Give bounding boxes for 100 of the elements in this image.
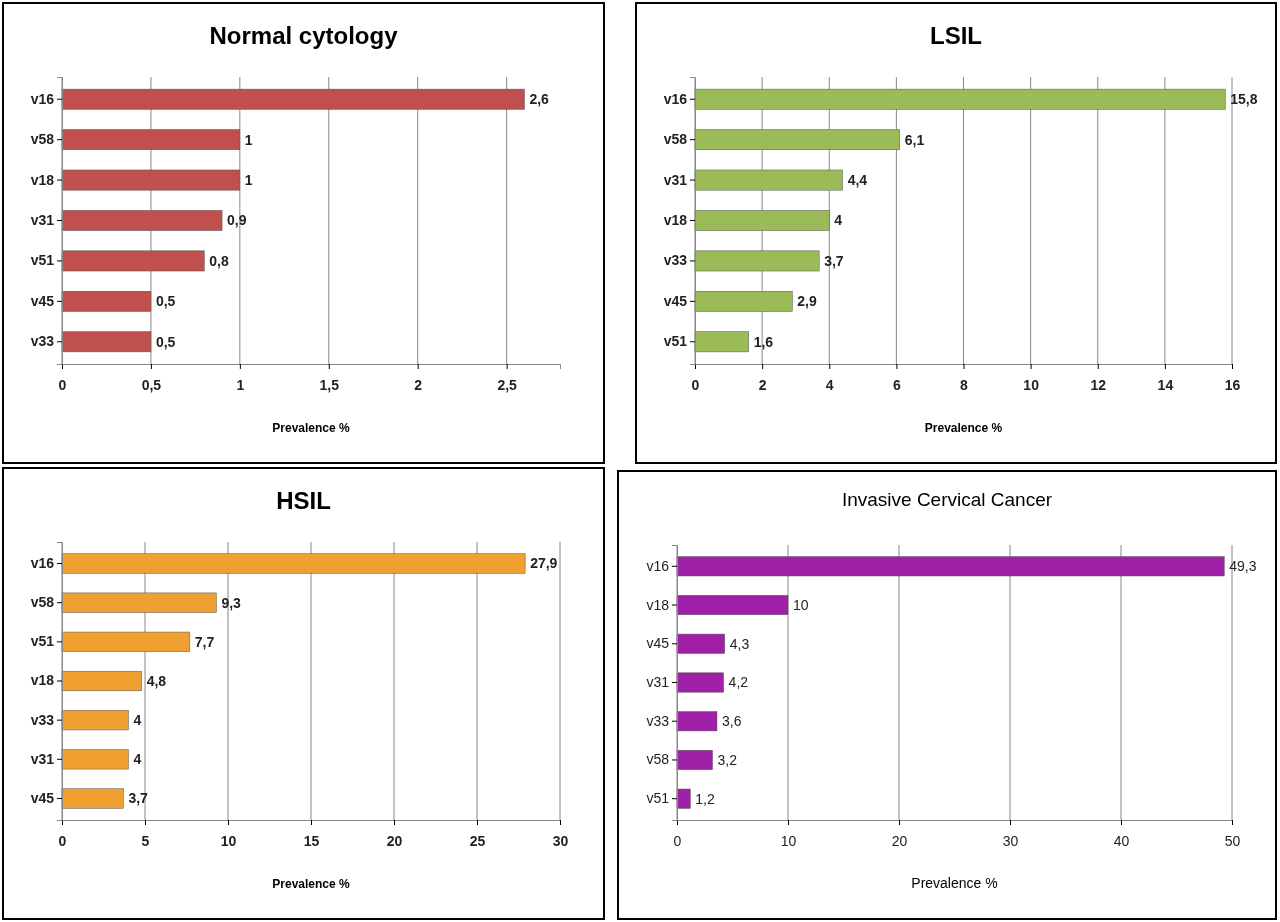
- bar: [61, 250, 205, 272]
- chart-title: Invasive Cervical Cancer: [841, 489, 1053, 510]
- bar: [61, 129, 241, 151]
- y-tick-label: v45: [663, 292, 688, 309]
- bar: [676, 595, 789, 615]
- bar: [61, 631, 191, 652]
- x-tick-label: 1: [236, 377, 245, 394]
- x-tick-label: 5: [141, 833, 150, 850]
- data-label: 1,6: [753, 333, 774, 350]
- y-tick-label: v58: [30, 594, 55, 611]
- y-tick-label: v31: [30, 211, 55, 228]
- bar: [61, 749, 129, 770]
- x-tick-label: 40: [1113, 833, 1130, 850]
- y-tick-label: v18: [30, 171, 55, 188]
- data-label: 10: [793, 596, 809, 613]
- data-label: 1: [244, 171, 253, 188]
- bar: [676, 750, 713, 770]
- bar: [676, 633, 725, 654]
- y-tick-label: v51: [663, 333, 688, 350]
- bar: [676, 672, 724, 693]
- bar: [61, 169, 241, 191]
- bar: [694, 250, 820, 272]
- bar: [61, 331, 152, 353]
- bar: [676, 556, 1225, 577]
- data-label: 4,8: [146, 672, 167, 689]
- x-tick-label: 1,5: [319, 377, 340, 394]
- bar: [61, 788, 124, 809]
- bar: [694, 290, 793, 312]
- y-tick-label: v45: [30, 292, 55, 309]
- x-tick-label: 6: [892, 377, 901, 394]
- y-tick-label: v16: [663, 90, 688, 107]
- data-label: 1: [244, 131, 253, 148]
- chart-title: Normal cytology: [209, 22, 399, 49]
- x-tick-label: 10: [1023, 377, 1040, 394]
- y-tick-label: v33: [646, 712, 670, 729]
- bar: [61, 88, 525, 110]
- y-tick-label: v45: [30, 789, 55, 806]
- x-tick-label: 2,5: [497, 377, 518, 394]
- x-tick-label: 16: [1224, 377, 1241, 394]
- x-tick-label: 8: [960, 377, 969, 394]
- data-label: 4: [834, 212, 843, 229]
- y-tick-label: v31: [663, 171, 688, 188]
- data-label: 9,3: [221, 594, 242, 611]
- bar: [694, 88, 1226, 110]
- x-tick-label: 2: [758, 377, 767, 394]
- x-tick-label: 12: [1090, 377, 1107, 394]
- x-axis-title: Prevalence %: [924, 421, 1003, 435]
- x-tick-label: 30: [1002, 833, 1019, 850]
- data-label: 3,6: [721, 713, 742, 730]
- x-tick-label: 30: [552, 833, 569, 850]
- x-tick-label: 14: [1157, 377, 1174, 394]
- bar: [61, 290, 152, 312]
- y-tick-label: v18: [30, 672, 55, 689]
- data-label: 3,7: [128, 790, 149, 807]
- y-tick-label: v51: [646, 790, 670, 807]
- y-tick-label: v16: [30, 555, 55, 572]
- y-tick-label: v58: [663, 131, 688, 148]
- bar: [694, 331, 749, 353]
- x-tick-label: 20: [891, 833, 908, 850]
- data-label: 15,8: [1230, 91, 1258, 108]
- bar: [676, 788, 691, 809]
- x-tick-label: 50: [1224, 833, 1241, 850]
- data-label: 27,9: [530, 555, 558, 572]
- data-label: 0,5: [155, 333, 176, 350]
- y-tick-label: v31: [30, 750, 55, 767]
- bar: [676, 711, 718, 732]
- data-label: 49,3: [1229, 558, 1257, 575]
- data-label: 3,7: [824, 252, 844, 269]
- data-label: 2,9: [797, 293, 818, 310]
- data-label: 7,7: [194, 633, 215, 650]
- bar: [61, 592, 217, 613]
- data-label: 4: [133, 712, 142, 729]
- y-tick-label: v33: [30, 711, 55, 728]
- bar: [61, 210, 223, 231]
- data-label: 4,3: [729, 635, 750, 652]
- x-axis-title: Prevalence %: [272, 877, 351, 891]
- bar: [694, 210, 830, 231]
- chart-title: LSIL: [930, 22, 982, 49]
- bar: [61, 670, 142, 692]
- x-tick-label: 10: [220, 833, 237, 850]
- data-label: 4,2: [728, 674, 749, 691]
- bar: [694, 169, 843, 191]
- x-tick-label: 10: [780, 833, 797, 850]
- x-tick-label: 15: [303, 833, 320, 850]
- data-label: 3,2: [717, 751, 738, 768]
- data-label: 6,1: [904, 131, 925, 148]
- data-label: 4: [133, 751, 142, 768]
- x-tick-label: 2: [414, 377, 423, 394]
- y-tick-label: v18: [663, 211, 688, 228]
- y-tick-label: v31: [646, 673, 670, 690]
- data-label: 0,8: [209, 252, 229, 269]
- x-tick-label: 0: [58, 833, 67, 850]
- bar: [61, 553, 526, 574]
- x-tick-label: 0,5: [141, 377, 162, 394]
- x-tick-label: 0: [691, 377, 700, 394]
- x-tick-label: 4: [825, 377, 834, 394]
- data-label: 0,9: [227, 212, 247, 229]
- y-tick-label: v16: [30, 90, 55, 107]
- y-tick-label: v33: [663, 252, 688, 269]
- y-tick-label: v51: [30, 633, 55, 650]
